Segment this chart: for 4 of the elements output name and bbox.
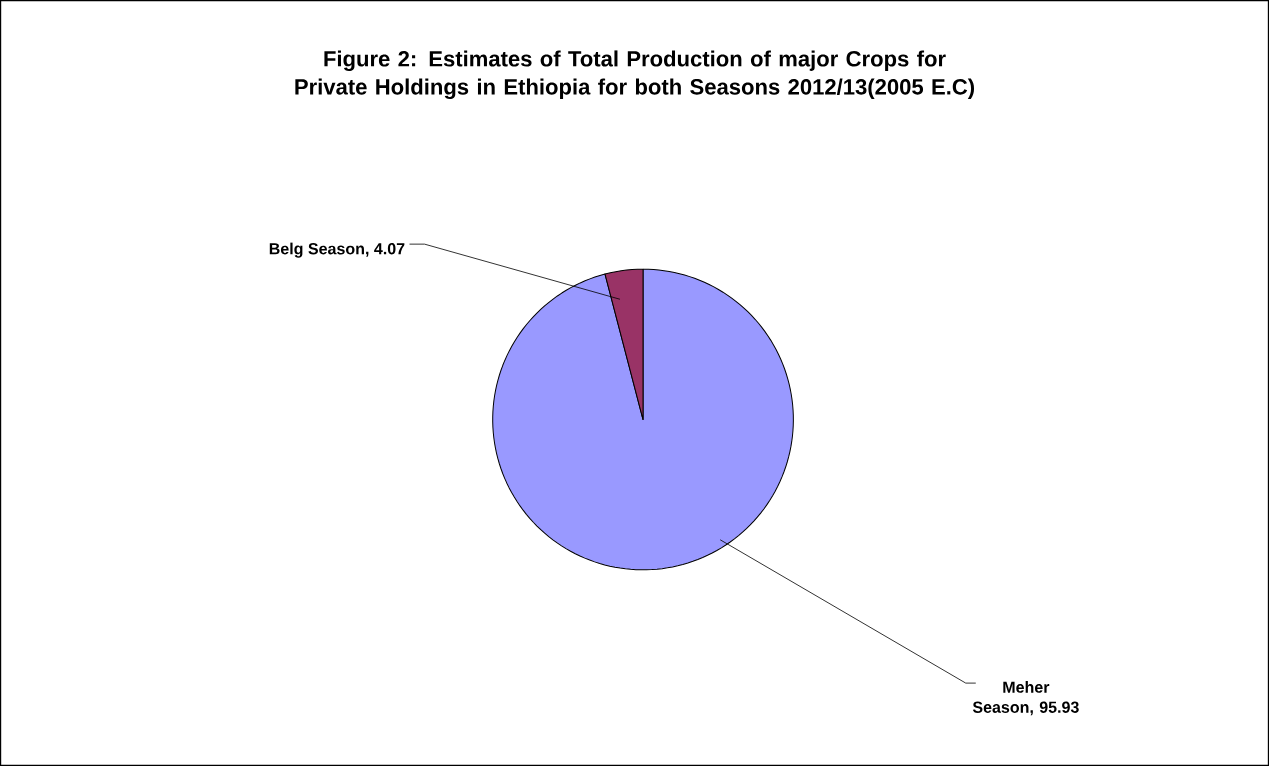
data-label: , 95.93 — [1030, 701, 1079, 716]
data-label: , 4.07 — [366, 243, 405, 257]
chart-title: Figure 2: Estimates of Total Production of major Crops for Private Holdings in Ethiopia for both Seasons 2012/13(2005 E.C) — [295, 50, 975, 100]
slice-label: Belg Season — [269, 242, 364, 258]
